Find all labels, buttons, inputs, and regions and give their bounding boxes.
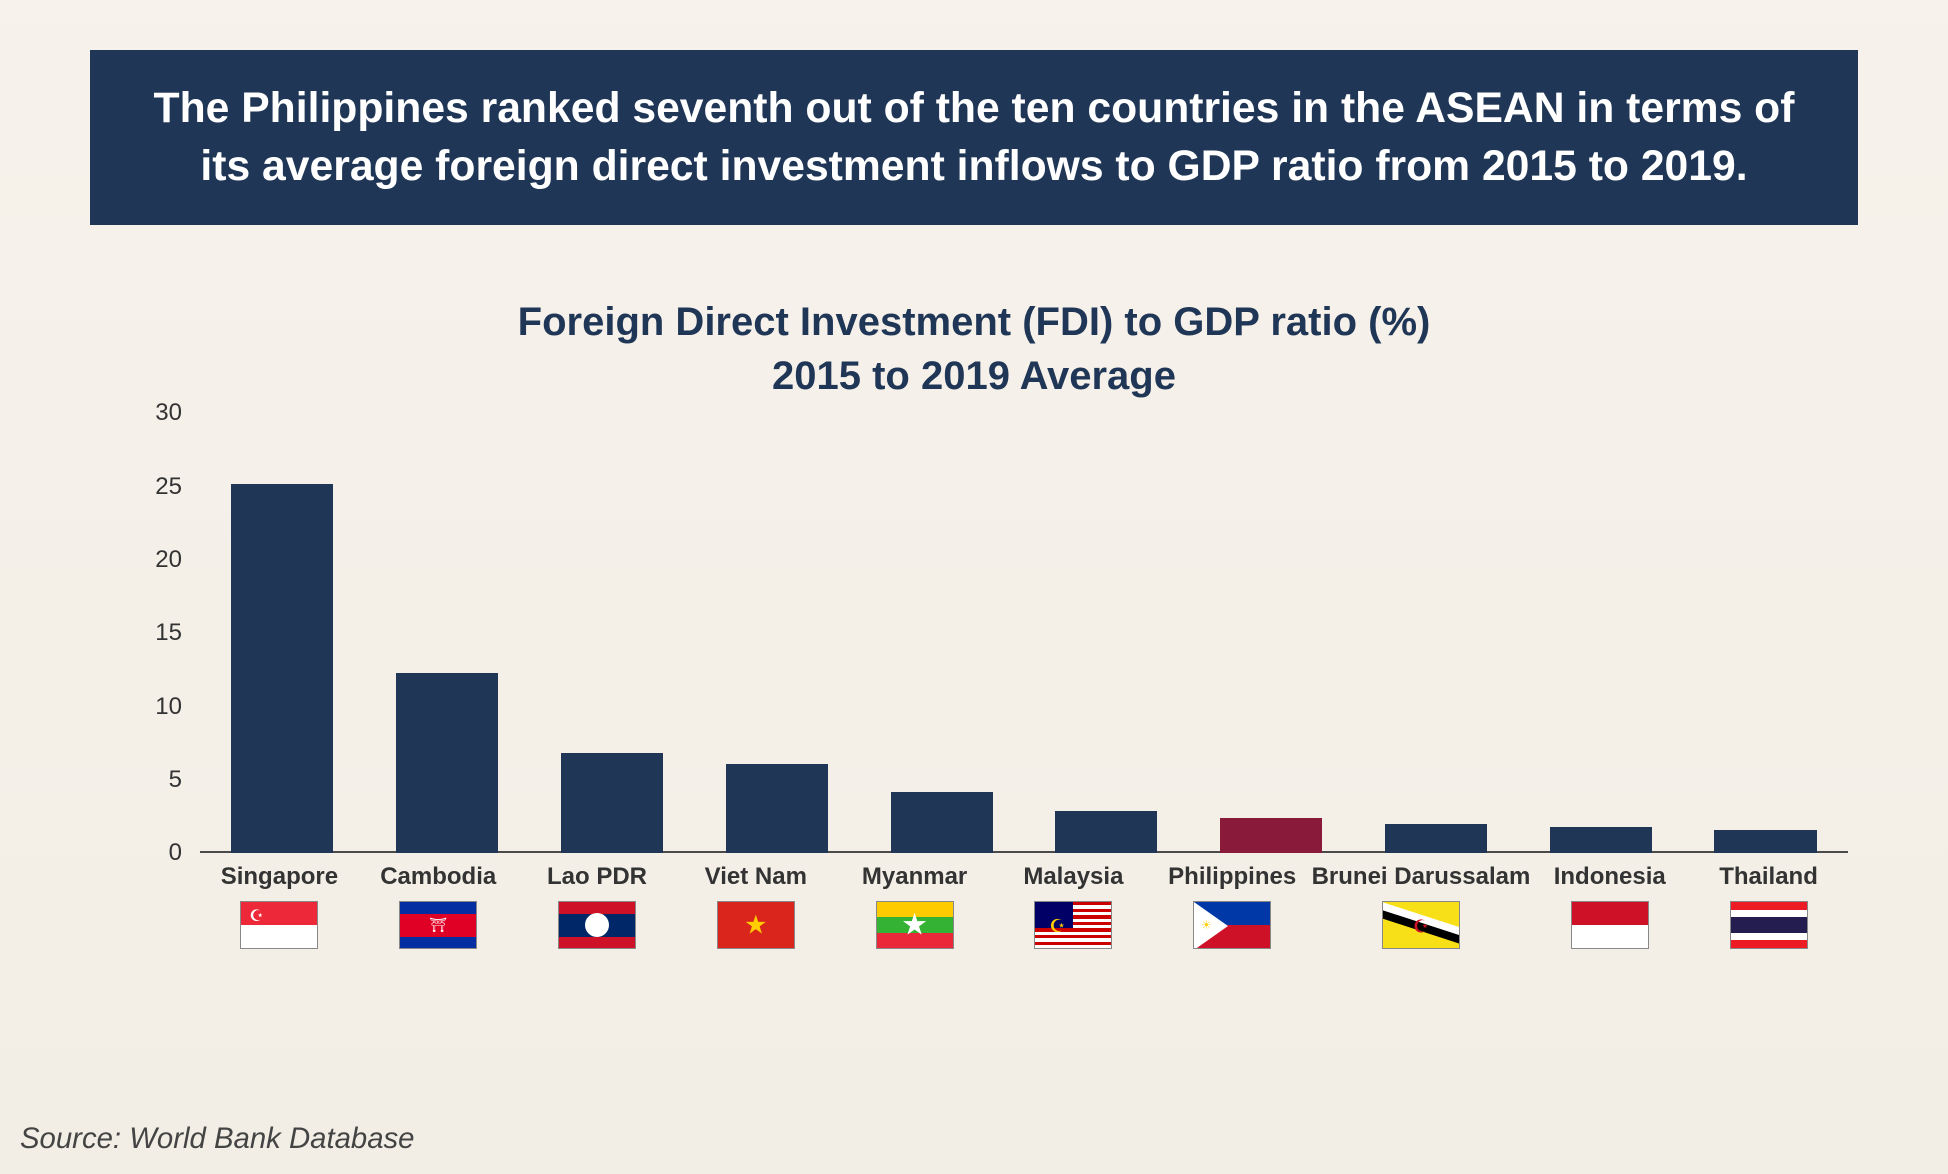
flag-icon	[558, 901, 636, 949]
y-tick-label: 0	[169, 839, 182, 867]
x-slot: Thailand	[1689, 853, 1848, 973]
category-label: Singapore	[200, 863, 359, 891]
bar-slot	[1683, 413, 1848, 853]
flag-icon: ★	[717, 901, 795, 949]
flag-icon	[1730, 901, 1808, 949]
y-tick-label: 20	[155, 546, 182, 574]
category-label: Myanmar	[835, 863, 994, 891]
y-tick-label: 15	[155, 619, 182, 647]
chart-title-line2: 2015 to 2019 Average	[0, 349, 1948, 403]
flag-icon	[1571, 901, 1649, 949]
category-label: Cambodia	[359, 863, 518, 891]
x-slot: Singapore ☪	[200, 853, 359, 973]
y-tick-label: 10	[155, 693, 182, 721]
bar-slot	[1518, 413, 1683, 853]
category-label: Malaysia	[994, 863, 1153, 891]
x-slot: Cambodia ⛩	[359, 853, 518, 973]
bar	[231, 484, 333, 854]
bar-slot	[1024, 413, 1189, 853]
y-axis: 051015202530	[120, 413, 200, 853]
chart-title-line1: Foreign Direct Investment (FDI) to GDP r…	[0, 295, 1948, 349]
bars-container	[200, 413, 1848, 853]
x-slot: Philippines ☀	[1153, 853, 1312, 973]
bar-slot	[859, 413, 1024, 853]
bar	[1055, 811, 1157, 854]
x-slot: Brunei Darussalam ☪	[1312, 853, 1531, 973]
bar	[396, 673, 498, 853]
plot-region	[200, 413, 1848, 853]
bar	[1550, 827, 1652, 853]
category-label: Thailand	[1689, 863, 1848, 891]
x-slot: Viet Nam ★	[676, 853, 835, 973]
flag-icon: ☀	[1193, 901, 1271, 949]
y-tick-label: 25	[155, 473, 182, 501]
category-label: Philippines	[1153, 863, 1312, 891]
bar	[1714, 830, 1816, 853]
bar-chart: 051015202530 Singapore☪Cambodia⛩Lao PDRV…	[120, 413, 1848, 973]
header-banner: The Philippines ranked seventh out of th…	[90, 50, 1858, 225]
y-tick-label: 5	[169, 766, 182, 794]
category-label: Viet Nam	[676, 863, 835, 891]
bar	[561, 753, 663, 853]
x-slot: Malaysia ☪	[994, 853, 1153, 973]
bar-slot	[1354, 413, 1519, 853]
header-text: The Philippines ranked seventh out of th…	[154, 84, 1795, 190]
category-label: Brunei Darussalam	[1312, 863, 1531, 891]
bar	[891, 792, 993, 854]
source-citation: Source: World Bank Database	[20, 1122, 415, 1156]
x-slot: Lao PDR	[518, 853, 677, 973]
source-text: Source: World Bank Database	[20, 1122, 415, 1155]
bar	[1385, 824, 1487, 853]
bar-slot	[1189, 413, 1354, 853]
x-slot: Myanmar ★	[835, 853, 994, 973]
bar-slot	[694, 413, 859, 853]
flag-icon: ☪	[1034, 901, 1112, 949]
x-slot: Indonesia	[1530, 853, 1689, 973]
category-label: Lao PDR	[518, 863, 677, 891]
flag-icon: ★	[876, 901, 954, 949]
flag-icon: ☪	[240, 901, 318, 949]
bar-slot	[530, 413, 695, 853]
bar-slot	[200, 413, 365, 853]
category-label: Indonesia	[1530, 863, 1689, 891]
y-tick-label: 30	[155, 399, 182, 427]
bar	[726, 764, 828, 853]
bar	[1220, 818, 1322, 853]
flag-icon: ⛩	[399, 901, 477, 949]
bar-slot	[365, 413, 530, 853]
x-axis-labels: Singapore☪Cambodia⛩Lao PDRViet Nam★Myanm…	[200, 853, 1848, 973]
flag-icon: ☪	[1382, 901, 1460, 949]
chart-title: Foreign Direct Investment (FDI) to GDP r…	[0, 295, 1948, 403]
